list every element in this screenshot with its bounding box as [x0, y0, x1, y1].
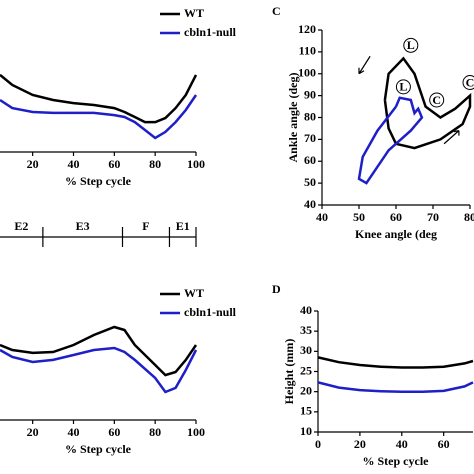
- x-tick-label: 70: [427, 210, 439, 224]
- series-line: [0, 346, 198, 394]
- x-tick-label: 80: [149, 425, 161, 439]
- annotation-circle: [429, 92, 445, 108]
- phase-label: F: [142, 219, 149, 233]
- annotation: L: [399, 80, 407, 94]
- x-tick-label: 20: [27, 425, 39, 439]
- x-tick-label: 80: [464, 210, 474, 224]
- series-line: [0, 94, 198, 140]
- y-tick-label: 110: [299, 44, 316, 58]
- phase-label: E3: [76, 219, 90, 233]
- annotation-circle: [403, 37, 419, 53]
- series-line: [383, 56, 472, 150]
- x-tick-label: 60: [438, 437, 450, 451]
- y-tick-label: 10: [300, 424, 312, 438]
- y-axis-label: Ankle angle (deg): [286, 72, 300, 162]
- y-tick-label: 30: [300, 343, 312, 357]
- legend-label: WT: [184, 6, 204, 20]
- y-tick-label: 120: [298, 22, 316, 36]
- y-tick-label: 40: [304, 197, 316, 211]
- x-axis-label: Knee angle (deg: [355, 227, 437, 241]
- annotation-circle: [462, 75, 474, 90]
- x-tick-label: 0: [315, 437, 321, 451]
- annotation: C: [432, 93, 441, 107]
- x-tick-label: 40: [68, 425, 80, 439]
- y-tick-label: 90: [304, 87, 316, 101]
- annotation: L: [407, 38, 415, 52]
- legend-label: cbln1-null: [184, 305, 237, 319]
- series-line: [317, 381, 474, 393]
- x-tick-label: 80: [149, 157, 161, 171]
- x-tick-label: 100: [187, 157, 205, 171]
- legend-label: cbln1-null: [184, 25, 237, 39]
- x-tick-label: 40: [316, 210, 328, 224]
- x-tick-label: 20: [27, 157, 39, 171]
- x-tick-label: 100: [187, 425, 205, 439]
- y-tick-label: 80: [304, 109, 316, 123]
- y-tick-label: 15: [300, 404, 312, 418]
- x-tick-label: 60: [390, 210, 402, 224]
- series-line: [317, 356, 474, 369]
- panel-letter: C: [272, 4, 281, 18]
- x-tick-label: 50: [353, 210, 365, 224]
- annotation-circle: [395, 79, 411, 95]
- x-tick-label: 40: [68, 157, 80, 171]
- legend-label: WT: [184, 286, 204, 300]
- y-tick-label: 100: [298, 66, 316, 80]
- series-line: [0, 325, 198, 377]
- y-tick-label: 40: [300, 303, 312, 317]
- x-axis-label: % Step cycle: [65, 442, 132, 456]
- arrow: [443, 130, 460, 145]
- x-tick-label: 40: [396, 437, 408, 451]
- x-tick-label: 60: [108, 157, 120, 171]
- x-axis-label: % Step cycle: [65, 174, 132, 188]
- y-tick-label: 60: [304, 153, 316, 167]
- annotation: C: [466, 75, 474, 89]
- y-axis-label: Height (mm): [282, 339, 296, 405]
- y-tick-label: 70: [304, 131, 316, 145]
- phase-label: E1: [176, 219, 190, 233]
- series-line: [357, 96, 424, 185]
- phase-label: E2: [14, 219, 28, 233]
- arrow: [358, 55, 371, 75]
- y-tick-label: 35: [300, 323, 312, 337]
- x-tick-label: 20: [354, 437, 366, 451]
- series-line: [0, 73, 198, 124]
- x-axis-label: % Step cycle: [363, 454, 430, 468]
- panel-letter: D: [272, 282, 281, 296]
- y-tick-label: 50: [304, 175, 316, 189]
- y-tick-label: 20: [300, 383, 312, 397]
- y-tick-label: 25: [300, 363, 312, 377]
- x-tick-label: 60: [108, 425, 120, 439]
